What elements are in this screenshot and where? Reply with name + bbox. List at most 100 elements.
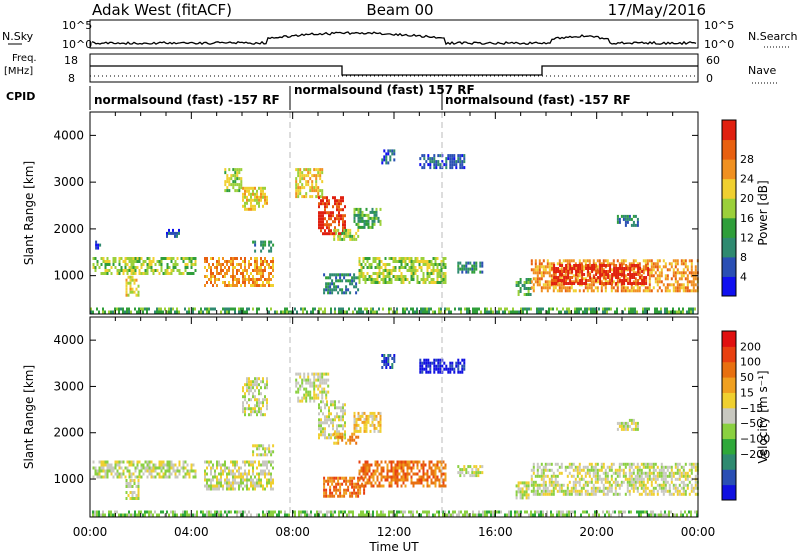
velocity-echo-cell — [540, 513, 542, 517]
power-echo-cell — [216, 272, 218, 275]
velocity-echo-cell — [100, 469, 103, 473]
velocity-echo-cell — [442, 481, 445, 485]
velocity-echo-cell — [481, 471, 484, 475]
power-echo-cell — [358, 260, 361, 263]
power-echo-cell — [555, 276, 558, 279]
power-echo-cell — [266, 260, 268, 263]
velocity-echo-cell — [333, 479, 336, 483]
power-echo-cell — [337, 279, 340, 283]
power-echo-cell — [376, 281, 379, 284]
power-echo-cell — [617, 276, 620, 279]
velocity-echo-cell — [144, 460, 147, 464]
velocity-echo-cell — [467, 471, 470, 475]
velocity-echo-cell — [634, 465, 637, 469]
velocity-echo-cell — [320, 424, 322, 428]
power-echo-cell — [563, 267, 566, 270]
power-echo-cell — [322, 214, 324, 218]
power-echo-cell — [424, 263, 427, 266]
power-echo-cell — [130, 257, 133, 260]
velocity-echo-cell — [336, 406, 338, 410]
velocity-echo-cell — [686, 483, 689, 487]
power-echo-cell — [268, 249, 271, 253]
power-echo-cell — [607, 264, 610, 267]
power-echo-cell — [589, 267, 592, 270]
power-echo-cell — [674, 259, 677, 263]
power-echo-cell — [620, 259, 623, 263]
velocity-echo-cell — [429, 367, 432, 371]
velocity-echo-cell — [434, 513, 436, 517]
velocity-echo-cell — [130, 475, 133, 479]
velocity-echo-cell — [299, 384, 302, 388]
power-echo-cell — [355, 276, 358, 280]
power-echo-cell — [609, 270, 612, 273]
velocity-echo-cell — [630, 471, 633, 475]
velocity-echo-cell — [636, 462, 639, 466]
power-echo-cell — [374, 266, 377, 269]
velocity-echo-cell — [116, 475, 119, 479]
velocity-echo-cell — [476, 513, 478, 517]
velocity-echo-cell — [152, 475, 155, 479]
power-echo-cell — [230, 275, 232, 278]
power-echo-cell — [370, 266, 373, 269]
power-echo-cell — [319, 168, 322, 172]
power-echo-cell — [402, 257, 405, 260]
power-echo-cell — [258, 204, 260, 208]
power-echo-cell — [379, 207, 382, 211]
power-echo-cell — [556, 307, 558, 311]
velocity-echo-cell — [560, 486, 563, 490]
power-echo-cell — [584, 286, 587, 290]
power-echo-cell — [582, 277, 585, 281]
velocity-echo-cell — [416, 478, 419, 482]
velocity-echo-cell — [400, 460, 403, 464]
power-echo-cell — [654, 262, 657, 266]
power-echo-cell — [542, 286, 545, 290]
velocity-echo-cell — [351, 485, 354, 489]
velocity-echo-cell — [568, 489, 571, 493]
velocity-echo-cell — [622, 471, 625, 475]
power-echo-cell — [648, 271, 651, 275]
velocity-echo-cell — [260, 453, 263, 457]
power-echo-cell — [542, 271, 545, 275]
power-echo-cell — [647, 273, 650, 276]
velocity-echo-cell — [618, 474, 621, 478]
power-echo-cell — [623, 273, 626, 276]
power-echo-cell — [569, 264, 572, 267]
velocity-echo-cell — [186, 510, 188, 514]
velocity-echo-cell — [136, 466, 139, 470]
power-echo-cell — [606, 262, 609, 266]
velocity-echo-cell — [590, 468, 593, 472]
velocity-echo-cell — [550, 483, 553, 487]
power-echo-cell — [434, 263, 437, 266]
velocity-echo-cell — [636, 486, 639, 490]
velocity-echo-cell — [204, 460, 206, 464]
velocity-echo-cell — [358, 460, 361, 464]
power-echo-cell — [138, 307, 140, 311]
velocity-echo-cell — [137, 482, 140, 485]
velocity-echo-cell — [644, 510, 646, 514]
velocity-echo-cell — [297, 399, 300, 403]
power-echo-cell — [579, 267, 582, 270]
velocity-echo-cell — [303, 375, 306, 379]
power-echo-cell — [318, 310, 320, 314]
power-echo-cell — [364, 263, 367, 266]
power-echo-cell — [206, 269, 208, 272]
power-echo-cell — [246, 269, 248, 272]
power-echo-cell — [170, 307, 172, 311]
power-echo-cell — [307, 174, 310, 178]
velocity-echo-cell — [624, 477, 627, 481]
velocity-echo-cell — [660, 474, 663, 478]
velocity-echo-cell — [594, 492, 597, 496]
velocity-echo-cell — [461, 358, 464, 362]
power-echo-cell — [519, 290, 522, 293]
power-echo-cell — [664, 307, 666, 311]
power-echo-cell — [378, 281, 381, 284]
power-echo-cell — [188, 257, 191, 260]
power-echo-cell — [436, 272, 439, 275]
power-echo-cell — [595, 270, 598, 273]
power-echo-cell — [295, 168, 298, 172]
velocity-echo-cell — [358, 513, 360, 517]
velocity-echo-cell — [610, 468, 613, 472]
velocity-echo-cell — [254, 444, 257, 448]
power-echo-cell — [473, 261, 476, 265]
power-echo-cell — [680, 259, 683, 263]
